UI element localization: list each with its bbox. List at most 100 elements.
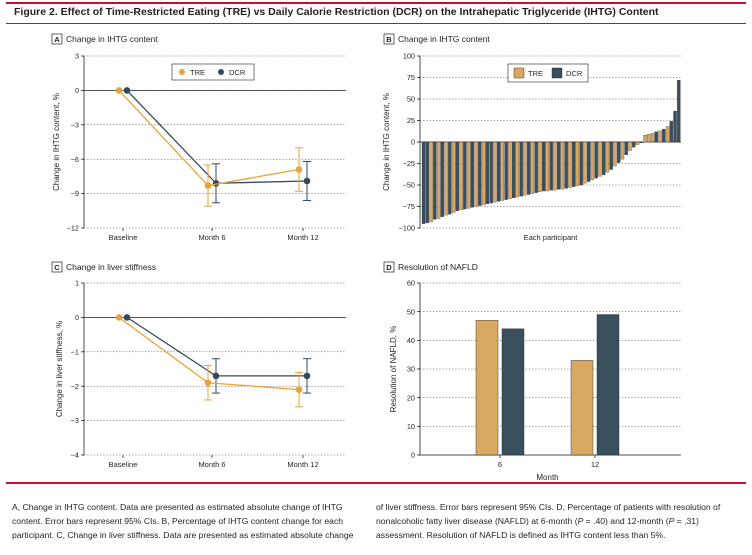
y-tick-label: 75 bbox=[407, 73, 415, 82]
bar-dcr bbox=[501, 328, 525, 456]
legend-box bbox=[171, 63, 255, 81]
y-tick-label: −100 bbox=[399, 224, 415, 233]
caption-text: = .31) assessment. Resolution of NAFLD i… bbox=[376, 516, 699, 541]
x-tick-label: Month 12 bbox=[287, 460, 318, 469]
panel-letter-box bbox=[383, 261, 395, 273]
title-rule bbox=[6, 23, 746, 24]
y-tick-label: 0 bbox=[411, 451, 415, 460]
series-line-dcr bbox=[126, 316, 307, 377]
data-point-tre bbox=[115, 314, 123, 321]
participant-bar bbox=[594, 141, 598, 179]
figure-title: Figure 2. Effect of Time-Restricted Eati… bbox=[14, 6, 659, 18]
participant-bar bbox=[587, 141, 591, 182]
participant-bar bbox=[677, 79, 681, 143]
participant-bar bbox=[515, 141, 520, 198]
participant-bar bbox=[466, 141, 471, 209]
data-point-tre bbox=[204, 182, 212, 189]
y-tick-label: 100 bbox=[403, 52, 415, 61]
participant-bar bbox=[459, 141, 463, 211]
participant-bar bbox=[440, 141, 444, 217]
x-tick-label: Month 6 bbox=[198, 460, 225, 469]
participant-bar bbox=[485, 141, 490, 205]
x-tick-label: 12 bbox=[591, 460, 599, 469]
data-point-tre bbox=[115, 87, 123, 94]
y-axis-label: Change in IHTG content, % bbox=[52, 93, 61, 191]
y-axis-label: Change in IHTG content, % bbox=[382, 93, 391, 191]
participant-bar bbox=[572, 141, 576, 187]
participant-bar bbox=[624, 141, 628, 156]
y-tick-label: −3 bbox=[71, 416, 79, 425]
data-point-dcr bbox=[212, 372, 220, 380]
participant-bar bbox=[451, 141, 456, 213]
panel-letter-box bbox=[51, 261, 63, 273]
y-tick-label: −12 bbox=[67, 224, 79, 233]
x-tick-label: 6 bbox=[498, 460, 502, 469]
participant-bar bbox=[632, 141, 636, 148]
participant-bar bbox=[635, 141, 640, 145]
participant-bar bbox=[650, 133, 655, 143]
data-point-tre bbox=[295, 166, 303, 173]
caption-text: P bbox=[668, 516, 675, 527]
participant-bar bbox=[474, 141, 478, 207]
participant-bar bbox=[662, 128, 666, 143]
participant-bar bbox=[444, 141, 448, 216]
participant-bar bbox=[496, 141, 501, 202]
caption-left: A, Change in IHTG content. Data are pres… bbox=[12, 500, 364, 543]
data-point-dcr bbox=[303, 177, 311, 185]
bar-tre bbox=[570, 360, 594, 456]
panel-title: Change in IHTG content bbox=[66, 34, 158, 44]
y-tick-label: −50 bbox=[403, 181, 415, 190]
participant-bar bbox=[639, 141, 643, 143]
y-tick-label: −6 bbox=[71, 155, 79, 164]
x-tick-label: Baseline bbox=[109, 460, 138, 469]
legend-label-dcr: DCR bbox=[566, 69, 583, 78]
participant-bar bbox=[613, 141, 617, 167]
participant-bar bbox=[523, 141, 527, 196]
y-tick-label: −3 bbox=[71, 120, 79, 129]
participant-bar bbox=[665, 126, 670, 143]
panel-letter: C bbox=[54, 263, 60, 272]
participant-bar bbox=[538, 141, 542, 193]
y-tick-label: 25 bbox=[407, 116, 415, 125]
y-tick-label: 10 bbox=[407, 422, 415, 431]
participant-bar bbox=[534, 141, 538, 193]
participant-bar bbox=[429, 141, 433, 223]
participant-bar bbox=[455, 141, 459, 211]
y-tick-label: −25 bbox=[403, 159, 415, 168]
data-point-dcr bbox=[123, 87, 131, 94]
participant-bar bbox=[421, 141, 426, 224]
panel-letter-box bbox=[383, 33, 395, 45]
x-tick-label: Month 12 bbox=[287, 233, 318, 242]
panel-letter: D bbox=[386, 263, 392, 272]
participant-bar bbox=[617, 141, 621, 163]
y-tick-label: 50 bbox=[407, 95, 415, 104]
participant-bar bbox=[433, 141, 437, 220]
y-tick-label: 3 bbox=[75, 52, 79, 61]
y-tick-label: 20 bbox=[407, 393, 415, 402]
participant-bar bbox=[598, 141, 602, 177]
participant-bar bbox=[425, 141, 429, 223]
y-tick-label: −75 bbox=[403, 202, 415, 211]
participant-bar bbox=[605, 141, 610, 173]
participant-bar bbox=[560, 141, 565, 190]
y-tick-label: −1 bbox=[71, 347, 79, 356]
caption-text: P bbox=[577, 516, 584, 527]
y-axis-label: Change in liver stiffness, % bbox=[55, 321, 64, 417]
participant-bar bbox=[541, 141, 546, 192]
caption-rule bbox=[6, 482, 746, 484]
y-tick-label: −2 bbox=[71, 382, 79, 391]
bar-tre bbox=[475, 320, 499, 456]
participant-bar bbox=[579, 141, 583, 186]
y-tick-label: −4 bbox=[71, 451, 79, 460]
data-point-tre bbox=[295, 386, 303, 393]
participant-bar bbox=[500, 141, 505, 201]
bar-dcr bbox=[596, 314, 620, 456]
y-tick-label: 0 bbox=[75, 313, 79, 322]
caption-right: of liver stiffness. Error bars represent… bbox=[376, 500, 746, 543]
y-tick-label: 50 bbox=[407, 307, 415, 316]
legend-label-dcr: DCR bbox=[229, 68, 246, 77]
x-tick-label: Baseline bbox=[109, 233, 138, 242]
participant-bar bbox=[557, 141, 561, 190]
participant-bar bbox=[575, 141, 580, 186]
y-tick-label: 1 bbox=[75, 279, 79, 288]
